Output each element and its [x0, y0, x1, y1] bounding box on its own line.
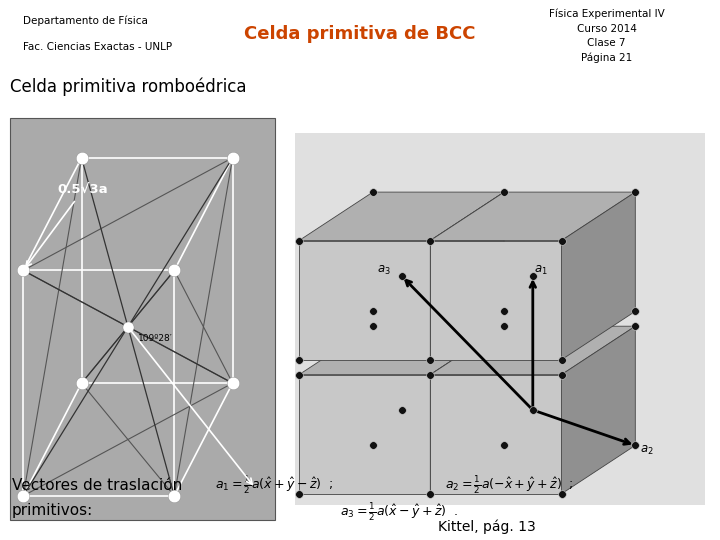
Polygon shape	[562, 326, 635, 494]
Polygon shape	[562, 192, 635, 360]
Text: primitivos:: primitivos:	[12, 503, 94, 517]
Text: $a_1$: $a_1$	[534, 265, 548, 278]
Text: $a_2 = \frac{1}{2}a(-\hat{x} + \hat{y} + \hat{z})$  ;: $a_2 = \frac{1}{2}a(-\hat{x} + \hat{y} +…	[445, 474, 574, 496]
Text: $a_3$: $a_3$	[377, 265, 390, 278]
Text: Página 21: Página 21	[581, 52, 632, 63]
Text: 0.5√3a: 0.5√3a	[26, 184, 108, 267]
Text: 109º28′: 109º28′	[138, 334, 173, 343]
Polygon shape	[431, 326, 635, 375]
Polygon shape	[431, 192, 504, 360]
Text: $a_2$: $a_2$	[641, 444, 654, 457]
Text: $a_1 = \frac{1}{2}a(\hat{x} + \hat{y} - \hat{z})$  ;: $a_1 = \frac{1}{2}a(\hat{x} + \hat{y} - …	[215, 474, 333, 496]
Text: Celda primitiva de BCC: Celda primitiva de BCC	[244, 25, 476, 43]
Polygon shape	[299, 326, 504, 375]
Polygon shape	[431, 326, 504, 494]
Bar	[295, 132, 705, 505]
Text: $a_3 = \frac{1}{2}a(\hat{x} - \hat{y} + \hat{z})$  .: $a_3 = \frac{1}{2}a(\hat{x} - \hat{y} + …	[340, 501, 458, 523]
Text: Clase 7: Clase 7	[588, 38, 626, 48]
Polygon shape	[431, 375, 562, 494]
Text: 109º28′: 109º28′	[216, 525, 270, 539]
Polygon shape	[299, 192, 504, 240]
Text: Kittel, pág. 13: Kittel, pág. 13	[438, 520, 536, 535]
Polygon shape	[431, 240, 562, 360]
Text: Vectores de traslación: Vectores de traslación	[12, 477, 182, 492]
Text: Curso 2014: Curso 2014	[577, 24, 636, 34]
Text: Física Experimental IV: Física Experimental IV	[549, 8, 665, 19]
Bar	[10, 118, 275, 520]
Text: Fac. Ciencias Exactas - UNLP: Fac. Ciencias Exactas - UNLP	[23, 42, 172, 52]
Polygon shape	[431, 192, 635, 240]
Polygon shape	[299, 375, 431, 494]
Text: Celda primitiva romboédrica: Celda primitiva romboédrica	[10, 78, 246, 96]
Text: Departamento de Física: Departamento de Física	[23, 15, 148, 25]
Polygon shape	[299, 240, 431, 360]
